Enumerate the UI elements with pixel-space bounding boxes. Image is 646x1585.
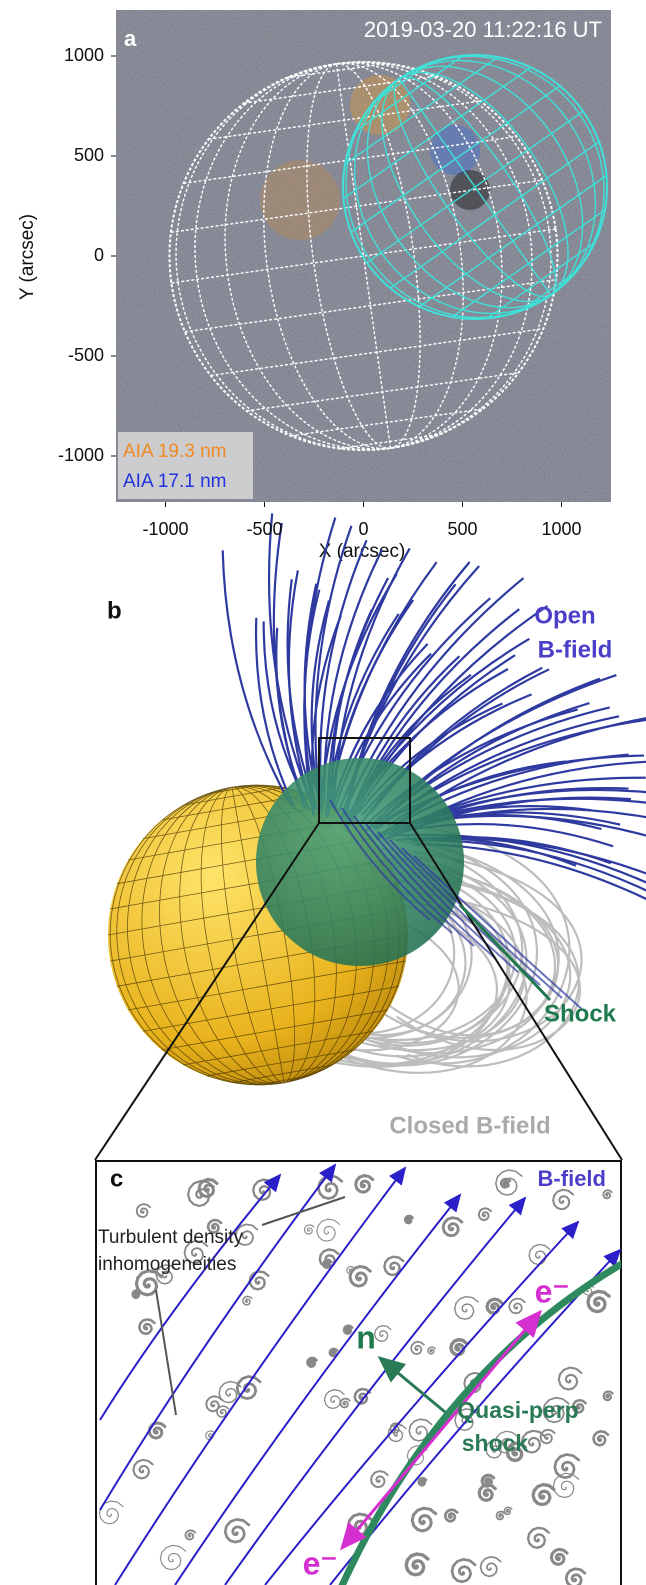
y-tick-label: -500 [68, 345, 104, 365]
y-axis-label: Y (arcsec) [17, 214, 38, 300]
b-field-label: B-field [538, 1166, 606, 1191]
x-tick-label: 1000 [541, 519, 581, 539]
emission-patch [260, 160, 340, 240]
panel-c: c B-field Turbulent density inhomogeneit… [96, 1161, 625, 1585]
panel-a: a 2019-03-20 11:22:16 UT X (arcsec) Y (a… [17, 3, 646, 562]
y-tick-label: -1000 [58, 445, 104, 465]
panel-b: b Open B-field Shock Closed B-field [84, 513, 646, 1160]
timestamp: 2019-03-20 11:22:16 UT [364, 17, 602, 42]
legend-entry: AIA 17.1 nm [123, 471, 227, 492]
open-field-line [223, 550, 291, 805]
electron-label: e⁻ [535, 1273, 570, 1309]
turbulence-label: Turbulent density [98, 1227, 244, 1248]
panel-label: c [110, 1165, 123, 1192]
y-tick-label: 1000 [64, 45, 104, 65]
x-tick-label: -500 [246, 519, 282, 539]
closed-field-label: Closed B-field [389, 1112, 550, 1139]
x-tick-label: 500 [447, 519, 477, 539]
legend-entry: AIA 19.3 nm [123, 441, 227, 462]
open-field-label: Open [534, 602, 595, 629]
zoom-line [410, 823, 622, 1160]
x-tick-label: -1000 [142, 519, 188, 539]
y-tick-label: 0 [94, 245, 104, 265]
turbulence-label: inhomogeneities [98, 1254, 236, 1275]
turbulent-eddy [344, 1326, 352, 1334]
turbulent-eddy [419, 1479, 426, 1486]
turbulent-eddy [324, 1260, 332, 1268]
turbulent-eddy [501, 1179, 510, 1188]
panel-label: b [107, 597, 122, 624]
turbulent-eddy [308, 1358, 317, 1366]
turbulent-eddy [405, 1216, 412, 1223]
shock-label: Shock [544, 1000, 617, 1027]
x-tick-label: 0 [358, 519, 368, 539]
turbulent-eddy [133, 1291, 140, 1298]
figure: a 2019-03-20 11:22:16 UT X (arcsec) Y (a… [0, 0, 646, 1585]
shock-sphere [256, 758, 464, 966]
panel-label: a [124, 26, 137, 51]
electron-label: e⁻ [303, 1545, 338, 1581]
shock-label: Quasi-perp [457, 1397, 578, 1423]
open-field-label: B-field [538, 636, 613, 663]
y-tick-label: 500 [74, 145, 104, 165]
shock-label: shock [462, 1430, 529, 1456]
normal-label: n [356, 1319, 376, 1355]
